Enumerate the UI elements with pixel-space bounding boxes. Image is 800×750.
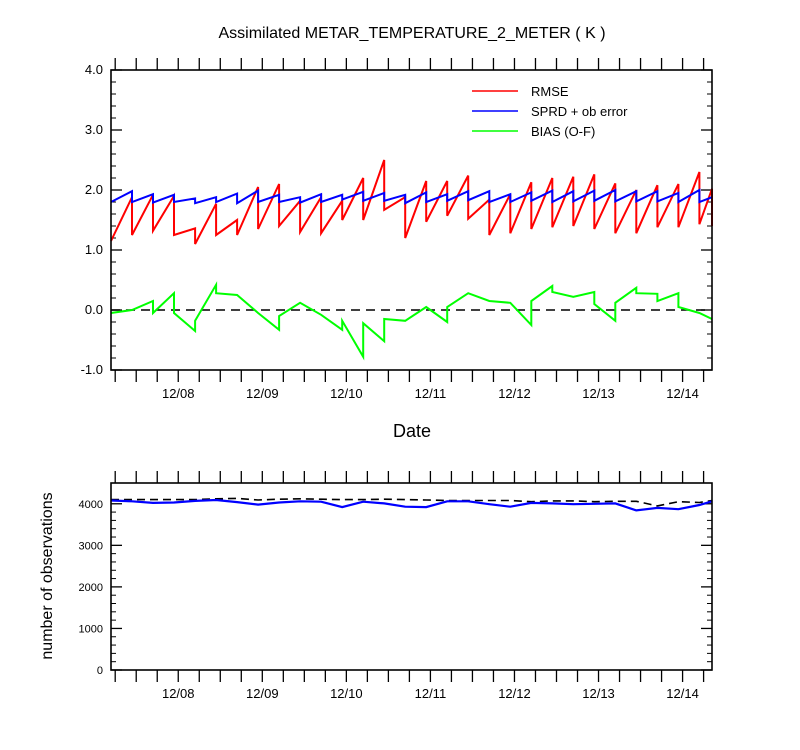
bottom-series xyxy=(110,497,713,512)
top-plot-frame xyxy=(110,69,713,371)
bottom-y-tick-labels: 0 1000 2000 3000 4000 xyxy=(79,499,103,677)
y-tick-label: 1000 xyxy=(79,623,103,635)
observations-available-line xyxy=(111,497,713,507)
chart-title: Assimilated METAR_TEMPERATURE_2_METER ( … xyxy=(218,25,605,42)
legend-label: RMSE xyxy=(531,84,569,99)
x-tick-label: 12/08 xyxy=(162,386,195,401)
x-tick-label: 12/13 xyxy=(582,686,615,701)
rmse-line xyxy=(110,159,713,245)
bottom-x-tick-labels: 12/08 12/09 12/10 12/11 12/12 12/13 12/14 xyxy=(162,686,699,701)
x-tick-label: 12/08 xyxy=(162,686,195,701)
legend-label: SPRD + ob error xyxy=(531,104,628,119)
observations-assimilated-line xyxy=(110,498,713,512)
x-axis-label: Date xyxy=(393,421,431,441)
x-tick-label: 12/10 xyxy=(330,686,363,701)
x-tick-label: 12/10 xyxy=(330,386,363,401)
y-tick-label: 1.0 xyxy=(85,242,103,257)
top-x-tick-labels: 12/08 12/09 12/10 12/11 12/12 12/13 12/14 xyxy=(162,386,699,401)
y-tick-label: 0 xyxy=(97,665,103,677)
y-tick-label: 4.0 xyxy=(85,62,103,77)
legend-label: BIAS (O-F) xyxy=(531,124,595,139)
y-tick-label: 4000 xyxy=(79,499,103,511)
x-tick-label: 12/09 xyxy=(246,686,279,701)
top-chart: Assimilated METAR_TEMPERATURE_2_METER ( … xyxy=(81,25,713,441)
bias-line xyxy=(110,281,713,361)
x-tick-label: 12/14 xyxy=(666,686,699,701)
y-tick-label: 2000 xyxy=(79,582,103,594)
x-tick-label: 12/13 xyxy=(582,386,615,401)
sprd-ob-error-line xyxy=(110,188,713,205)
legend: RMSE SPRD + ob error BIAS (O-F) xyxy=(472,84,628,139)
y-tick-label: 2.0 xyxy=(85,182,103,197)
legend-item-rmse: RMSE xyxy=(472,84,569,99)
bottom-plot-frame xyxy=(110,482,713,671)
y-tick-label: 3.0 xyxy=(85,122,103,137)
y-tick-label: 0.0 xyxy=(85,302,103,317)
y-tick-label: 3000 xyxy=(79,540,103,552)
y-tick-label: -1.0 xyxy=(81,362,103,377)
x-tick-label: 12/14 xyxy=(666,386,699,401)
top-y-tick-labels: -1.0 0.0 1.0 2.0 3.0 4.0 xyxy=(81,62,103,377)
x-tick-label: 12/09 xyxy=(246,386,279,401)
x-tick-label: 12/12 xyxy=(498,386,531,401)
legend-item-bias: BIAS (O-F) xyxy=(472,124,595,139)
y-axis-label: number of observations xyxy=(39,492,56,659)
top-series xyxy=(110,159,713,361)
bottom-ticks xyxy=(111,471,712,682)
x-tick-label: 12/11 xyxy=(415,686,447,701)
x-tick-label: 12/12 xyxy=(498,686,531,701)
x-tick-label: 12/11 xyxy=(415,386,447,401)
legend-item-sprd: SPRD + ob error xyxy=(472,104,628,119)
